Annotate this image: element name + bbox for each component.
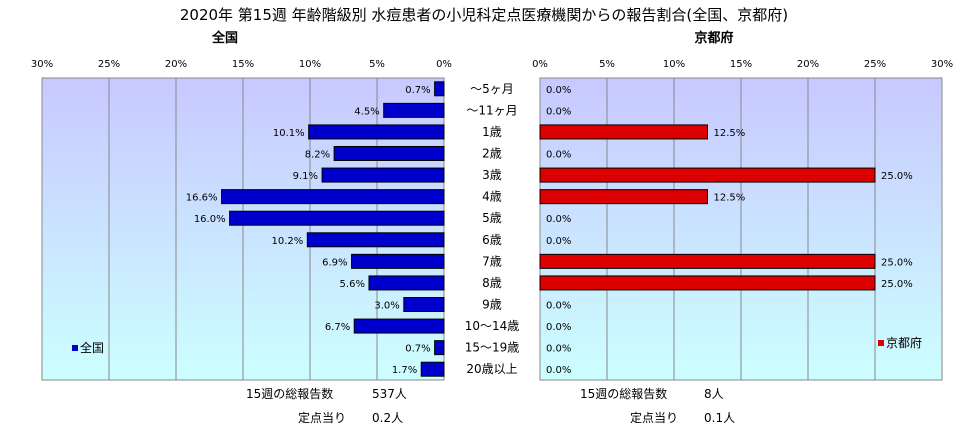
category-label: 2歳 bbox=[482, 147, 502, 161]
tick-label-kyoto: 15% bbox=[730, 59, 752, 70]
chart-title: 2020年 第15週 年齢階級別 水痘患者の小児科定点医療機関からの報告割合(全… bbox=[180, 6, 788, 24]
bar-national bbox=[221, 189, 445, 205]
tick-label-kyoto: 25% bbox=[864, 59, 886, 70]
tick-label-kyoto: 0% bbox=[532, 59, 548, 70]
category-label: 5歳 bbox=[482, 211, 502, 225]
tick-label-national: 20% bbox=[165, 59, 187, 70]
bar-national bbox=[306, 232, 445, 248]
tick-label-national: 0% bbox=[436, 59, 452, 70]
value-label-kyoto: 25.0% bbox=[881, 279, 913, 290]
panel-title-national: 全国 bbox=[211, 30, 238, 46]
bar-national bbox=[403, 297, 445, 312]
tick-label-kyoto: 30% bbox=[931, 59, 953, 70]
legend-label-national: 全国 bbox=[80, 340, 104, 355]
value-label-national: 16.0% bbox=[194, 214, 226, 225]
category-label: ～11ヶ月 bbox=[466, 103, 517, 117]
bar-kyoto bbox=[539, 253, 876, 269]
category-label: ～5ヶ月 bbox=[470, 82, 514, 96]
bar-kyoto bbox=[539, 189, 708, 205]
category-label: 1歳 bbox=[482, 125, 502, 139]
bar-national bbox=[353, 318, 445, 334]
bar-national bbox=[321, 167, 445, 183]
value-label-kyoto: 0.0% bbox=[546, 344, 571, 355]
value-label-kyoto: 12.5% bbox=[714, 128, 746, 139]
value-label-national: 4.5% bbox=[354, 106, 379, 117]
category-label: 15～19歳 bbox=[465, 341, 520, 355]
tick-label-national: 25% bbox=[98, 59, 120, 70]
value-label-kyoto: 0.0% bbox=[546, 106, 571, 117]
value-label-kyoto: 0.0% bbox=[546, 301, 571, 312]
value-label-national: 6.9% bbox=[322, 257, 347, 268]
value-label-national: 8.2% bbox=[305, 150, 330, 161]
bar-national bbox=[383, 102, 445, 118]
value-label-national: 1.7% bbox=[392, 365, 417, 376]
tick-label-kyoto: 10% bbox=[663, 59, 685, 70]
value-label-national: 5.6% bbox=[340, 279, 365, 290]
legend-swatch-kyoto bbox=[878, 340, 884, 346]
kyoto-total-label: 15週の総報告数 bbox=[580, 386, 667, 401]
tick-label-national: 15% bbox=[232, 59, 254, 70]
category-label: 6歳 bbox=[482, 233, 502, 247]
bar-national bbox=[434, 340, 445, 356]
category-label: 8歳 bbox=[482, 276, 502, 290]
bar-national bbox=[333, 146, 445, 161]
value-label-national: 10.2% bbox=[272, 236, 304, 247]
category-label: 20歳以上 bbox=[466, 362, 517, 376]
bar-kyoto bbox=[539, 167, 876, 183]
value-label-kyoto: 0.0% bbox=[546, 236, 571, 247]
value-label-kyoto: 25.0% bbox=[881, 257, 913, 268]
category-label: 7歳 bbox=[482, 254, 502, 268]
national-total-value: 537人 bbox=[372, 387, 407, 401]
bar-national bbox=[351, 253, 445, 269]
legend-national: 全国 bbox=[72, 340, 104, 355]
national-total-label: 15週の総報告数 bbox=[246, 386, 333, 401]
value-label-kyoto: 0.0% bbox=[546, 214, 571, 225]
value-label-national: 0.7% bbox=[405, 344, 430, 355]
value-label-kyoto: 0.0% bbox=[546, 150, 571, 161]
tick-label-kyoto: 5% bbox=[599, 59, 615, 70]
national-per-site-value: 0.2人 bbox=[372, 411, 403, 425]
bar-national bbox=[420, 361, 445, 377]
bar-national bbox=[434, 81, 445, 97]
tick-label-national: 30% bbox=[31, 59, 53, 70]
panel-title-kyoto: 京都府 bbox=[694, 30, 733, 46]
value-label-national: 16.6% bbox=[186, 193, 218, 204]
category-label: 10～14歳 bbox=[465, 319, 520, 333]
legend-label-kyoto: 京都府 bbox=[886, 335, 922, 350]
value-label-kyoto: 0.0% bbox=[546, 365, 571, 376]
kyoto-per-site-label: 定点当り bbox=[630, 410, 678, 425]
national-per-site-label: 定点当り bbox=[298, 410, 346, 425]
kyoto-per-site-value: 0.1人 bbox=[704, 411, 735, 425]
category-label: 9歳 bbox=[482, 298, 502, 312]
bar-kyoto bbox=[539, 275, 876, 291]
bar-kyoto bbox=[539, 124, 708, 140]
value-label-national: 10.1% bbox=[273, 128, 305, 139]
category-label: 3歳 bbox=[482, 168, 502, 182]
category-label: 4歳 bbox=[482, 190, 502, 204]
bar-national bbox=[368, 275, 445, 291]
kyoto-total-value: 8人 bbox=[704, 387, 724, 401]
value-label-kyoto: 0.0% bbox=[546, 322, 571, 333]
bar-national bbox=[308, 124, 445, 140]
bar-national bbox=[229, 210, 445, 226]
value-label-national: 9.1% bbox=[293, 171, 318, 182]
value-label-national: 3.0% bbox=[374, 301, 399, 312]
legend-swatch-national bbox=[72, 345, 78, 351]
value-label-kyoto: 12.5% bbox=[714, 193, 746, 204]
tick-label-kyoto: 20% bbox=[797, 59, 819, 70]
value-label-national: 0.7% bbox=[405, 85, 430, 96]
legend-kyoto: 京都府 bbox=[878, 335, 922, 350]
value-label-kyoto: 0.0% bbox=[546, 85, 571, 96]
tick-label-national: 10% bbox=[299, 59, 321, 70]
value-label-kyoto: 25.0% bbox=[881, 171, 913, 182]
tick-label-national: 5% bbox=[369, 59, 385, 70]
value-label-national: 6.7% bbox=[325, 322, 350, 333]
